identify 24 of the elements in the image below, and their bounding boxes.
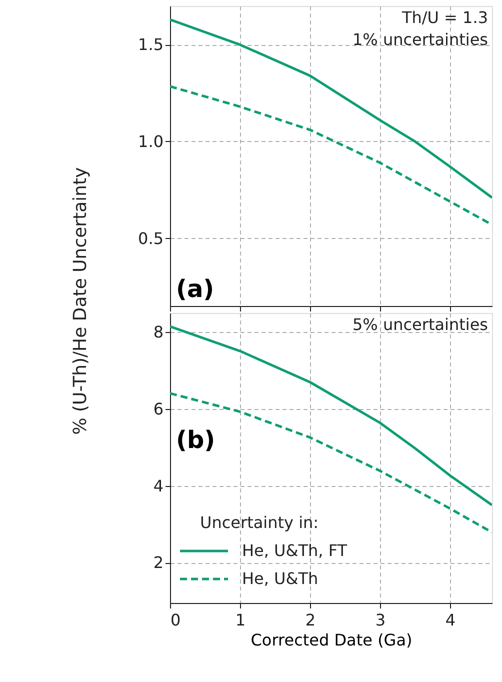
- x-tick-label: 0: [170, 610, 181, 630]
- annotation: (b): [176, 426, 216, 454]
- legend-title: Uncertainty in:: [200, 513, 319, 532]
- x-axis-title: Corrected Date (Ga): [250, 630, 412, 650]
- x-tick-label: 2: [305, 610, 316, 630]
- y-axis-title: % (U-Th)/He Date Uncertainty: [70, 166, 91, 435]
- y-tick-label: 2: [153, 553, 164, 572]
- y-tick-label: 4: [153, 476, 164, 496]
- y-tick-label: 6: [153, 400, 164, 419]
- y-tick-label: 0.5: [138, 228, 164, 248]
- annotation: Th/U = 1.3: [400, 8, 488, 27]
- y-tick-label: 1.0: [138, 132, 164, 151]
- annotation: 5% uncertainties: [352, 315, 488, 334]
- line-series: [170, 85, 492, 226]
- legend-label: He, U&Th: [242, 569, 318, 588]
- y-tick-label: 8: [153, 322, 164, 342]
- annotation: (a): [176, 275, 214, 303]
- x-tick-label: 1: [235, 610, 246, 630]
- line-series: [170, 392, 492, 534]
- legend-label: He, U&Th, FT: [242, 541, 348, 560]
- x-tick-label: 3: [375, 610, 386, 630]
- x-tick-label: 4: [445, 610, 456, 630]
- y-tick-label: 1.5: [138, 35, 164, 54]
- annotation: 1% uncertainties: [352, 30, 488, 49]
